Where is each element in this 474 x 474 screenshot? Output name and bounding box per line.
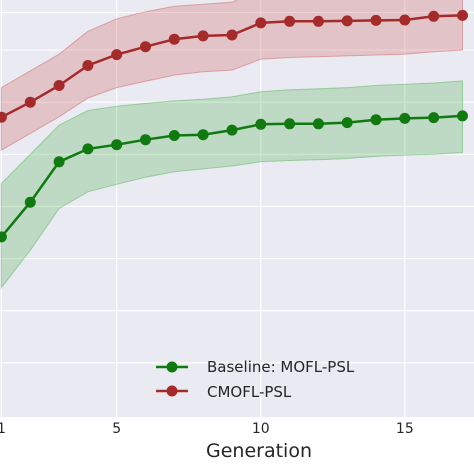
point-baseline	[53, 156, 65, 168]
series-points	[0, 9, 468, 243]
point-cmofl	[370, 14, 382, 26]
point-cmofl	[197, 30, 209, 42]
legend-marker-cmofl	[166, 385, 178, 397]
point-baseline	[370, 114, 382, 126]
point-cmofl	[53, 80, 65, 91]
point-cmofl	[312, 15, 324, 27]
point-baseline	[312, 118, 324, 130]
point-baseline	[111, 139, 123, 151]
point-cmofl	[82, 60, 94, 71]
point-baseline	[457, 110, 468, 122]
point-baseline	[140, 134, 151, 146]
point-cmofl	[457, 9, 468, 21]
point-baseline	[255, 118, 267, 130]
point-cmofl	[341, 15, 353, 27]
point-baseline	[341, 117, 353, 129]
point-cmofl	[428, 10, 440, 22]
point-cmofl	[226, 29, 238, 41]
band-cmofl	[0, 0, 463, 151]
point-baseline	[82, 143, 94, 155]
x-tick-label: 15	[396, 421, 414, 437]
confidence-bands	[0, 0, 463, 290]
legend-label-baseline: Baseline: MOFL-PSL	[207, 358, 355, 376]
point-cmofl	[111, 49, 123, 61]
plot-background	[0, 0, 474, 417]
x-tick-label: 5	[112, 421, 121, 437]
point-baseline	[24, 196, 36, 208]
legend: Baseline: MOFL-PSL CMOFL-PSL	[156, 358, 355, 401]
point-cmofl	[284, 15, 296, 27]
legend-marker-baseline	[166, 361, 178, 373]
point-cmofl	[140, 41, 151, 53]
point-cmofl	[168, 33, 180, 45]
point-baseline	[428, 112, 440, 124]
band-baseline	[0, 80, 463, 290]
point-baseline	[0, 231, 7, 243]
point-baseline	[399, 112, 411, 124]
x-axis-title: Generation	[206, 440, 312, 462]
x-tick-label: 1	[0, 421, 6, 437]
x-tick-labels: 1 5 10 15	[0, 421, 414, 437]
legend-label-cmofl: CMOFL-PSL	[207, 383, 292, 401]
point-cmofl	[0, 111, 7, 123]
point-baseline	[168, 130, 180, 141]
point-baseline	[226, 124, 238, 136]
x-tick-label: 10	[252, 421, 270, 437]
point-cmofl	[399, 14, 411, 26]
point-baseline	[284, 118, 296, 130]
point-cmofl	[24, 96, 36, 108]
point-baseline	[197, 129, 209, 141]
gridlines	[0, 0, 474, 417]
point-cmofl	[255, 17, 267, 29]
